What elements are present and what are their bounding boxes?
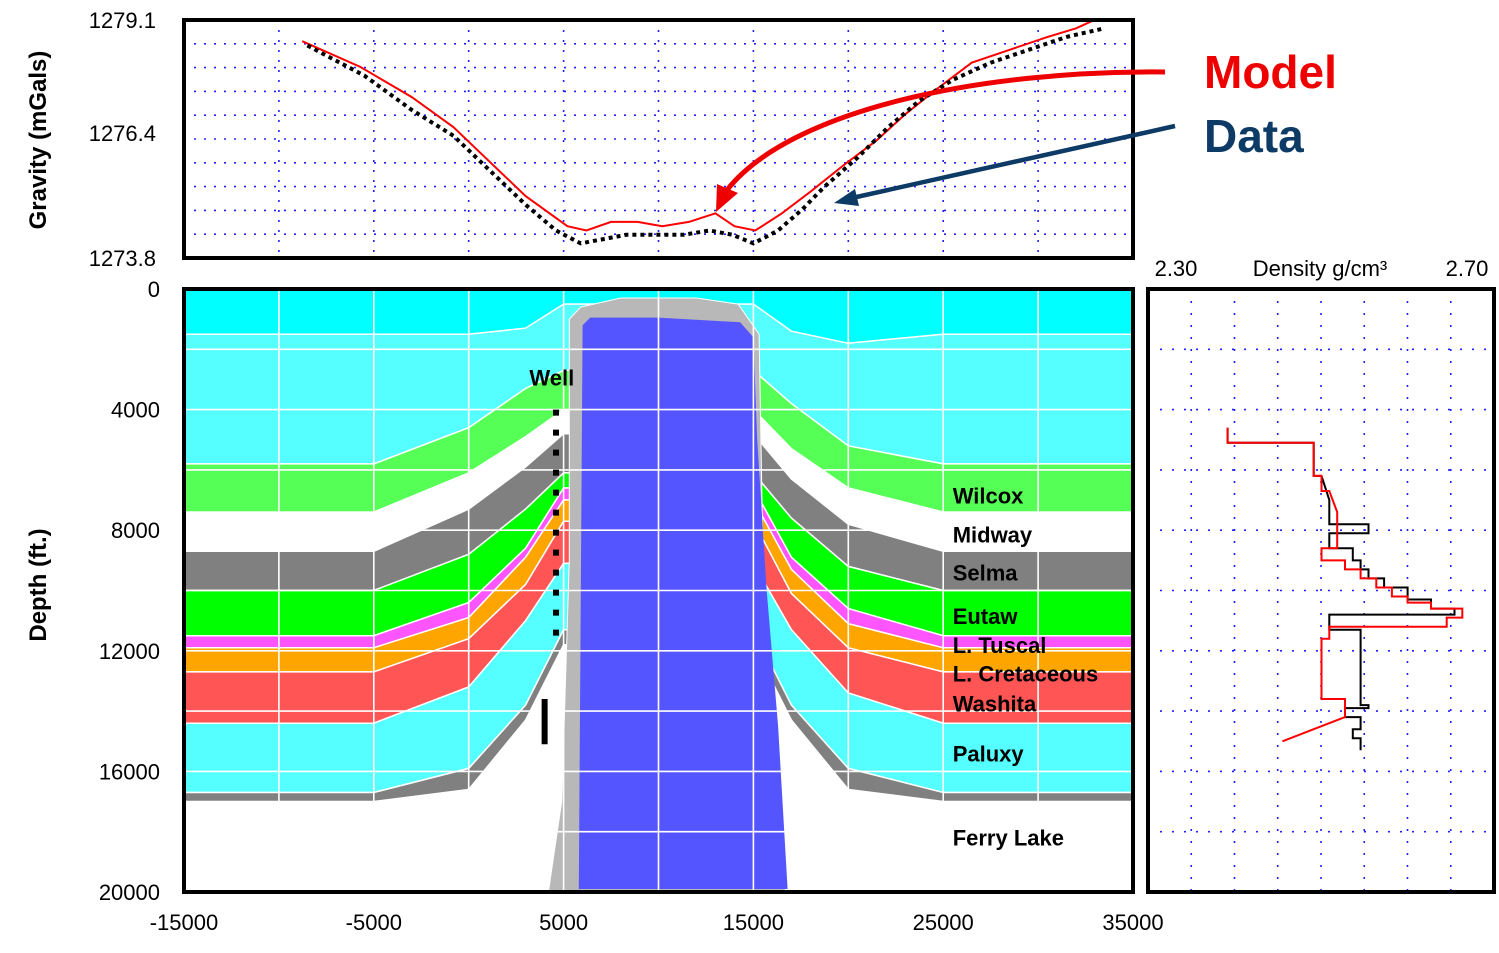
layer-label: Midway: [953, 523, 1033, 548]
section-y-axis-title: Depth (ft.): [25, 528, 52, 641]
density-x-tick-label: 2.30: [1155, 256, 1198, 281]
layer-label: Washita: [953, 692, 1037, 717]
density-x-tick-label: 2.70: [1446, 256, 1489, 281]
legend-model-label: Model: [1204, 46, 1337, 98]
layer-label: Ferry Lake: [953, 826, 1064, 851]
density-panel: 2.30 2.70 Density g/cm³: [1146, 256, 1496, 894]
layer-label: Eutaw: [953, 604, 1019, 629]
section-x-tick-label: 25000: [913, 910, 974, 935]
section-y-tick-label: 4000: [111, 398, 160, 423]
gravity-series-data: [306, 26, 1105, 246]
gravity-frame: [182, 18, 1135, 260]
layer-label: L. Cretaceous: [953, 661, 1098, 686]
layer-label: Paluxy: [953, 741, 1025, 766]
section-y-tick-label: 8000: [111, 518, 160, 543]
layer-label: Selma: [953, 560, 1019, 585]
legend-data-label: Data: [1204, 110, 1304, 162]
salt-dome: [578, 317, 788, 890]
cross-section-panel: Well Wilcox Midway Selma Eutaw L. Tuscal L. Cr…: [25, 277, 1164, 935]
legend-data-arrowhead: [834, 189, 859, 206]
gravity-series-model: [301, 18, 1096, 232]
legend-data-arrow: [851, 123, 1176, 201]
density-log-red: [1226, 427, 1464, 743]
section-y-tick-label: 12000: [99, 639, 160, 664]
section-x-tick-label: 5000: [539, 910, 588, 935]
density-frame: [1146, 287, 1496, 894]
section-y-tick-label: 16000: [99, 759, 160, 784]
section-x-tick-label: -15000: [150, 910, 219, 935]
gravity-y-tick-label: 1273.8: [89, 246, 156, 271]
legend-model-arrow: [725, 69, 1166, 192]
gravity-y-tick-label: 1276.4: [89, 121, 156, 146]
legend-model-arrowhead: [716, 184, 738, 212]
well-label: Well: [529, 365, 574, 390]
section-x-tick-label: 15000: [723, 910, 784, 935]
density-log-black: [1226, 427, 1456, 751]
section-y-tick-label: 20000: [99, 880, 160, 905]
gravity-y-axis-title: Gravity (mGals): [25, 51, 52, 230]
section-frame: [182, 287, 1135, 894]
gravity-y-tick-label: 1279.1: [89, 8, 156, 33]
density-title: Density g/cm³: [1253, 256, 1387, 281]
section-y-tick-label: 0: [148, 277, 160, 302]
section-x-tick-label: 35000: [1102, 910, 1163, 935]
section-x-tick-label: -5000: [346, 910, 402, 935]
layer-label: L. Tuscal: [953, 633, 1047, 658]
legend: Model Data: [716, 46, 1337, 212]
gravity-panel: 1279.1 1276.4 1273.8 Gravity (mGals): [25, 8, 1135, 271]
layer-label: Wilcox: [953, 484, 1024, 509]
